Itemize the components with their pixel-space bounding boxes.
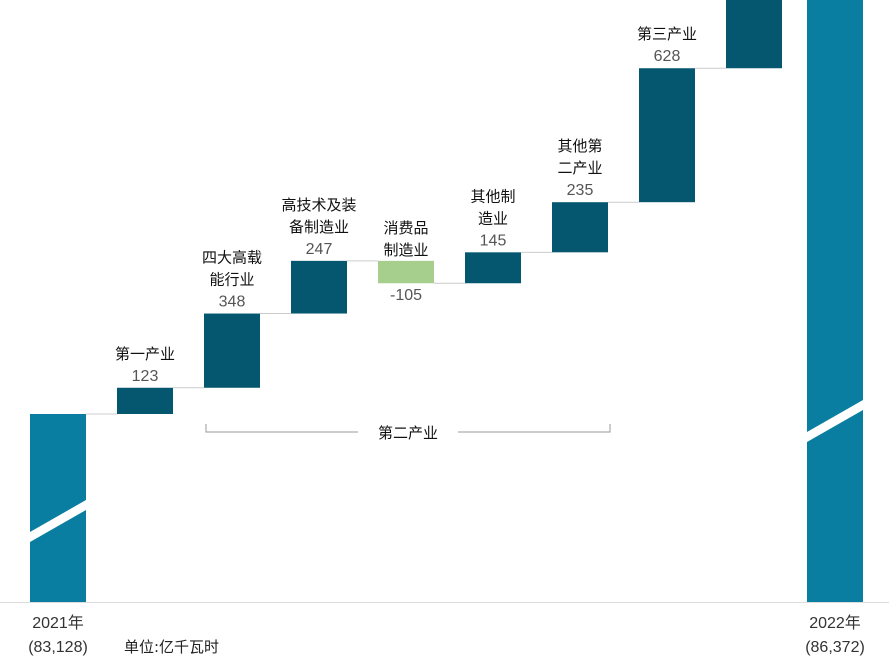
group-label-secondary-industry: 第二产业 xyxy=(378,424,438,442)
category-label-step-5: 造业 xyxy=(478,209,508,227)
value-label-step-4: -105 xyxy=(390,287,422,304)
bar-step-5 xyxy=(465,252,521,284)
category-label-step-7: 第三产业 xyxy=(637,25,697,43)
bar-start-2021-axis-break xyxy=(30,500,86,542)
category-label-step-5: 其他制 xyxy=(470,187,515,205)
category-label-step-3: 备制造业 xyxy=(289,218,349,236)
category-label-step-6: 其他第 xyxy=(557,137,602,155)
bar-step-3 xyxy=(291,260,347,314)
value-label-step-1: 123 xyxy=(132,368,159,385)
bar-step-1 xyxy=(117,387,173,414)
bar-step-7 xyxy=(639,68,695,203)
end-value-label: (86,372) xyxy=(805,639,865,656)
category-label-step-1: 第一产业 xyxy=(115,345,175,363)
bar-end-2022-axis-break xyxy=(807,400,863,442)
value-label-step-6: 235 xyxy=(567,182,594,199)
value-label-step-3: 247 xyxy=(306,241,333,258)
category-label-step-6: 二产业 xyxy=(557,159,602,177)
bar-step-2 xyxy=(204,313,260,388)
category-label-step-3: 高技术及装 xyxy=(281,196,356,214)
unit-note: 单位:亿千瓦时 xyxy=(124,638,219,656)
bar-end-2022 xyxy=(807,0,863,602)
value-label-step-5: 145 xyxy=(480,232,507,249)
category-label-step-4: 消费品 xyxy=(383,219,428,237)
bar-step-4 xyxy=(378,260,434,284)
bar-step-8 xyxy=(726,0,782,69)
value-label-step-7: 628 xyxy=(654,48,681,65)
start-value-label: (83,128) xyxy=(28,639,88,656)
value-label-step-2: 348 xyxy=(219,294,246,311)
bar-step-6 xyxy=(552,202,608,253)
group-bracket xyxy=(205,424,611,433)
category-label-step-2: 四大高载 xyxy=(202,249,262,267)
start-year-label: 2021年 xyxy=(32,614,84,632)
category-label-step-2: 能行业 xyxy=(209,271,254,289)
category-label-step-4: 制造业 xyxy=(383,241,428,259)
end-year-label: 2022年 xyxy=(809,614,861,632)
